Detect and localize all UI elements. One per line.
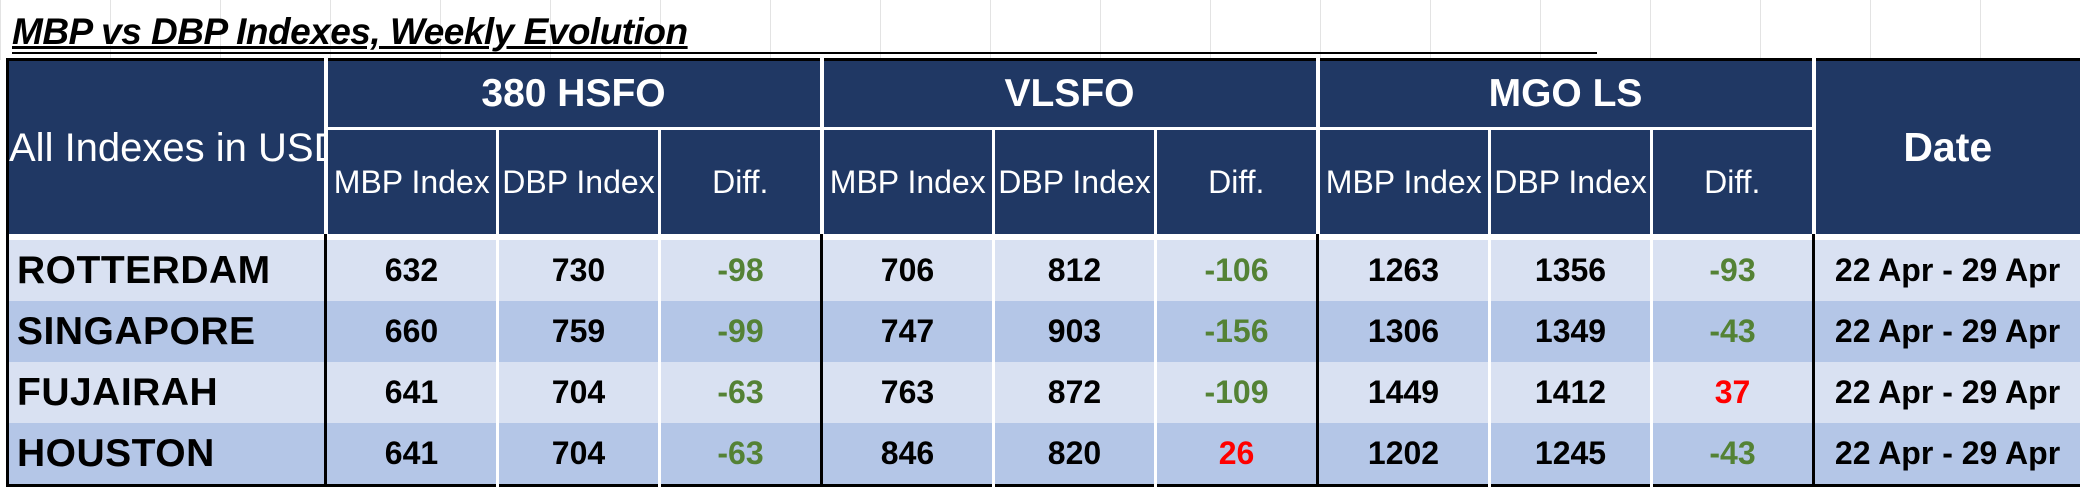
col-header-vlsfo-dbp: DBP Index (992, 128, 1156, 234)
cell-hsfo-dbp: 730 (496, 240, 660, 301)
cell-mgo-diff: -43 (1649, 301, 1814, 362)
date-header: Date (1811, 59, 2080, 234)
group-header-mgo: MGO LS (1315, 59, 1814, 130)
cell-mgo-mbp: 1263 (1316, 240, 1490, 301)
cell-date: 22 Apr - 29 Apr (1812, 301, 2080, 362)
cell-date: 22 Apr - 29 Apr (1812, 362, 2080, 423)
header-divider (7, 234, 2080, 240)
row-port-name: FUJAIRAH (7, 362, 326, 423)
cell-mgo-diff: -93 (1649, 240, 1814, 301)
row-port-name: ROTTERDAM (7, 240, 326, 301)
cell-vlsfo-dbp: 812 (992, 240, 1156, 301)
table-row-singapore: SINGAPORE 660 759 -99 747 903 -156 1306 … (7, 301, 2080, 362)
table-row-fujairah: FUJAIRAH 641 704 -63 763 872 -109 1449 1… (7, 362, 2080, 423)
cell-vlsfo-mbp: 747 (820, 301, 994, 362)
cell-mgo-mbp: 1449 (1316, 362, 1490, 423)
cell-vlsfo-diff: -156 (1154, 301, 1318, 362)
units-header: All Indexes in USD/MT (7, 59, 326, 234)
cell-hsfo-mbp: 632 (324, 240, 498, 301)
cell-vlsfo-diff: 26 (1154, 423, 1318, 486)
group-header-vlsfo: VLSFO (819, 59, 1318, 130)
cell-mgo-dbp: 1349 (1488, 301, 1652, 362)
cell-mgo-diff: 37 (1649, 362, 1814, 423)
index-table: All Indexes in USD/MT 380 HSFO VLSFO MGO… (6, 58, 2080, 487)
cell-mgo-dbp: 1356 (1488, 240, 1652, 301)
col-header-hsfo-mbp: MBP Index (323, 128, 498, 234)
cell-mgo-diff: -43 (1649, 423, 1814, 486)
row-port-name: SINGAPORE (7, 301, 326, 362)
sheet-title: MBP vs DBP Indexes, Weekly Evolution (12, 6, 1597, 54)
cell-hsfo-dbp: 759 (496, 301, 660, 362)
cell-hsfo-dbp: 704 (496, 362, 660, 423)
cell-vlsfo-dbp: 820 (992, 423, 1156, 486)
row-port-name: HOUSTON (7, 423, 326, 486)
col-header-hsfo-diff: Diff. (658, 128, 822, 234)
cell-hsfo-dbp: 704 (496, 423, 660, 486)
cell-vlsfo-mbp: 763 (820, 362, 994, 423)
cell-vlsfo-dbp: 903 (992, 301, 1156, 362)
col-header-hsfo-dbp: DBP Index (496, 128, 660, 234)
cell-mgo-mbp: 1202 (1316, 423, 1490, 486)
cell-date: 22 Apr - 29 Apr (1812, 240, 2080, 301)
cell-hsfo-diff: -98 (658, 240, 822, 301)
cell-vlsfo-dbp: 872 (992, 362, 1156, 423)
cell-vlsfo-mbp: 846 (820, 423, 994, 486)
cell-vlsfo-diff: -106 (1154, 240, 1318, 301)
cell-hsfo-mbp: 660 (324, 301, 498, 362)
cell-hsfo-diff: -99 (658, 301, 822, 362)
spreadsheet-grid (0, 0, 2080, 60)
cell-mgo-dbp: 1245 (1488, 423, 1652, 486)
cell-hsfo-diff: -63 (658, 423, 822, 486)
cell-vlsfo-mbp: 706 (820, 240, 994, 301)
table-row-houston: HOUSTON 641 704 -63 846 820 26 1202 1245… (7, 423, 2080, 486)
cell-mgo-dbp: 1412 (1488, 362, 1652, 423)
cell-date: 22 Apr - 29 Apr (1812, 423, 2080, 486)
col-header-mgo-mbp: MBP Index (1315, 128, 1490, 234)
col-header-mgo-dbp: DBP Index (1488, 128, 1652, 234)
cell-mgo-mbp: 1306 (1316, 301, 1490, 362)
group-header-hsfo: 380 HSFO (323, 59, 822, 130)
col-header-vlsfo-diff: Diff. (1154, 128, 1318, 234)
cell-hsfo-mbp: 641 (324, 362, 498, 423)
cell-hsfo-diff: -63 (658, 362, 822, 423)
table-row-rotterdam: ROTTERDAM 632 730 -98 706 812 -106 1263 … (7, 240, 2080, 301)
cell-hsfo-mbp: 641 (324, 423, 498, 486)
cell-vlsfo-diff: -109 (1154, 362, 1318, 423)
col-header-vlsfo-mbp: MBP Index (819, 128, 994, 234)
col-header-mgo-diff: Diff. (1649, 128, 1814, 234)
